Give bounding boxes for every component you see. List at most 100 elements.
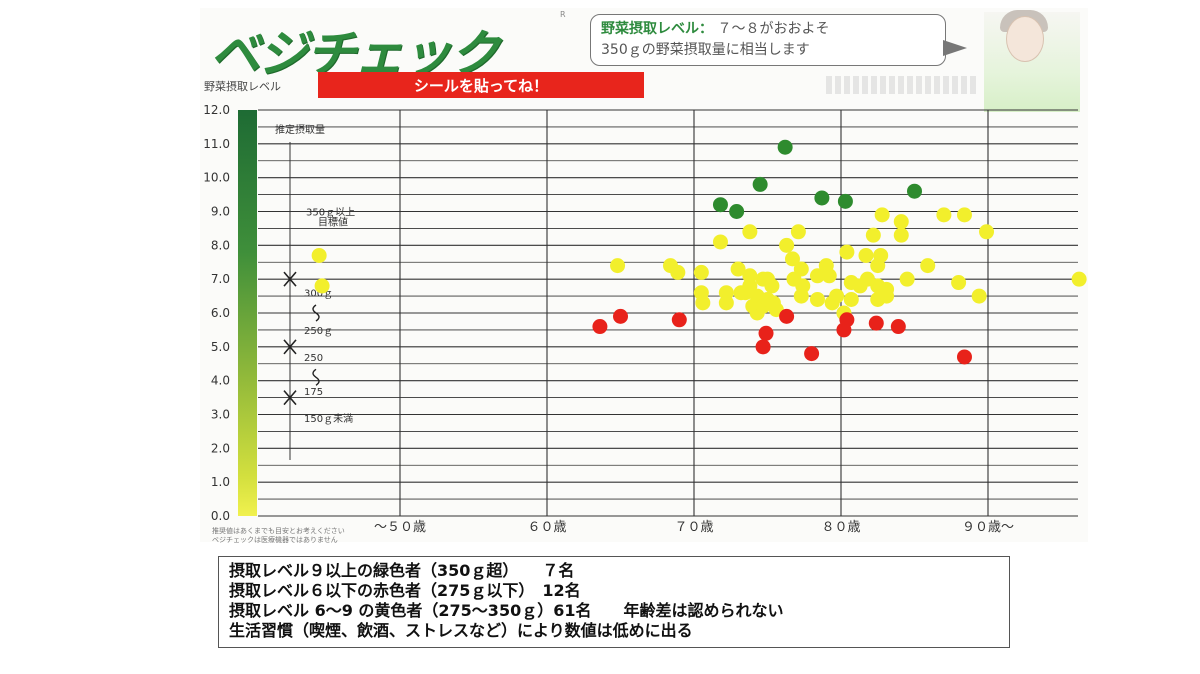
data-point	[858, 247, 874, 263]
intake-guide-wave	[312, 304, 320, 322]
grid-lines	[258, 109, 1078, 517]
y-tick-label: 11.0	[203, 137, 230, 151]
data-point	[956, 207, 972, 223]
data-point	[865, 227, 881, 243]
data-point	[613, 308, 628, 324]
speech-bubble-tail	[943, 40, 967, 56]
x-tick-label: ～５０歳	[374, 520, 426, 535]
y-tick-label: 5.0	[211, 340, 230, 354]
data-point	[971, 288, 987, 304]
intake-guide-label: 300ｇ	[304, 289, 333, 300]
data-point	[755, 339, 771, 355]
data-point	[764, 278, 780, 294]
summary-box: 摂取レベル９以上の緑色者（350ｇ超） ７名 摂取レベル６以下の赤色者（275ｇ…	[218, 556, 1010, 648]
y-tick-label: 10.0	[203, 171, 230, 185]
data-point	[718, 295, 734, 311]
bubble-label: 野菜摂取レベル：	[601, 21, 713, 37]
data-point	[695, 295, 711, 311]
sticker-banner: シールを貼ってね！	[318, 72, 644, 98]
faint-print-note	[826, 76, 976, 94]
data-point	[837, 193, 853, 209]
intake-guide-label: 250	[304, 353, 323, 364]
data-point	[893, 227, 909, 243]
intake-guide-marker	[283, 271, 297, 287]
data-point	[829, 288, 845, 304]
data-point	[795, 278, 811, 294]
data-point	[592, 319, 608, 335]
speech-bubble: 野菜摂取レベル： ７～８がおおよそ 350ｇの野菜摂取量に相当します	[590, 14, 946, 66]
data-point	[779, 237, 795, 253]
x-tick-label: ７０歳	[674, 520, 713, 535]
data-point	[843, 291, 859, 307]
data-point	[804, 346, 820, 362]
data-point	[893, 214, 909, 230]
mascot-face	[1006, 16, 1044, 62]
data-point	[809, 291, 825, 307]
data-point	[777, 139, 793, 155]
y-tick-label: 3.0	[211, 408, 230, 422]
intake-guide-label: 175	[304, 387, 323, 398]
data-point	[839, 312, 855, 328]
data-point	[874, 207, 890, 223]
intake-guide-marker	[283, 339, 297, 355]
y-axis-title: 野菜摂取レベル	[204, 80, 281, 93]
intake-guide-wave	[312, 368, 320, 386]
data-point	[839, 244, 855, 260]
intake-guide-label: 目標値	[318, 216, 348, 229]
disclaimer-line: 推奨値はあくまでも目安とお考えください	[212, 527, 345, 535]
data-point	[311, 247, 327, 263]
bubble-text-1: ７～８がおおよそ	[713, 21, 830, 37]
y-tick-labels: 0.0 1.0 2.0 3.0 4.0 5.0 6.0 7.0 8.0 9.0 10.0 11.0 12…	[203, 103, 230, 523]
data-point	[790, 224, 806, 240]
intake-guide-heading: 推定摂取量	[275, 123, 325, 136]
y-tick-label: 12.0	[203, 103, 230, 117]
data-point	[907, 183, 922, 199]
data-point	[951, 275, 967, 291]
intake-guide-label: 250ｇ	[304, 326, 333, 337]
x-tick-label: ８０歳	[821, 520, 860, 535]
data-point	[670, 264, 686, 280]
disclaimer-line: ベジチェックは医療機器ではありません	[212, 536, 338, 544]
data-point	[314, 278, 330, 294]
data-point	[729, 204, 745, 219]
data-point	[1071, 271, 1087, 287]
data-point	[920, 258, 936, 274]
y-tick-label: 0.0	[211, 509, 230, 523]
data-point	[868, 315, 884, 331]
data-point	[779, 308, 795, 324]
data-points	[311, 139, 1087, 365]
data-point	[821, 268, 837, 284]
data-point	[671, 312, 687, 328]
bubble-line-1: 野菜摂取レベル： ７～８がおおよそ	[601, 19, 935, 40]
data-point	[752, 176, 768, 192]
data-point	[873, 247, 889, 263]
data-point	[730, 261, 746, 277]
y-tick-label: 7.0	[211, 272, 230, 286]
summary-line-lifestyle: 生活習慣（喫煙、飲酒、ストレスなど）により数値は低めに出る	[229, 621, 693, 640]
level-color-bar	[238, 110, 257, 516]
summary-line-yellow: 摂取レベル 6～9 の黄色者（275～350ｇ）61名 年齢差は認められない	[229, 601, 784, 620]
y-tick-label: 2.0	[211, 441, 230, 455]
data-point	[936, 207, 952, 223]
y-tick-label: 6.0	[211, 306, 230, 320]
summary-line-red: 摂取レベル６以下の赤色者（275ｇ以下） 12名	[229, 581, 581, 600]
data-point	[879, 288, 895, 304]
registered-mark: R	[560, 10, 566, 19]
y-tick-label: 4.0	[211, 374, 230, 388]
data-point	[712, 197, 728, 213]
data-point	[758, 325, 774, 341]
data-point	[814, 190, 830, 206]
bubble-line-2: 350ｇの野菜摂取量に相当します	[601, 42, 810, 58]
data-point	[809, 268, 825, 284]
data-point	[610, 258, 626, 274]
data-point	[742, 224, 758, 240]
data-point	[890, 319, 906, 335]
summary-line-green: 摂取レベル９以上の緑色者（350ｇ超） ７名	[229, 561, 575, 580]
disclaimer: 推奨値はあくまでも目安とお考えください ベジチェックは医療機器ではありません	[212, 527, 345, 545]
data-point	[693, 264, 709, 280]
x-tick-label: ６０歳	[527, 520, 566, 535]
data-point	[956, 349, 972, 365]
data-point	[784, 251, 800, 267]
